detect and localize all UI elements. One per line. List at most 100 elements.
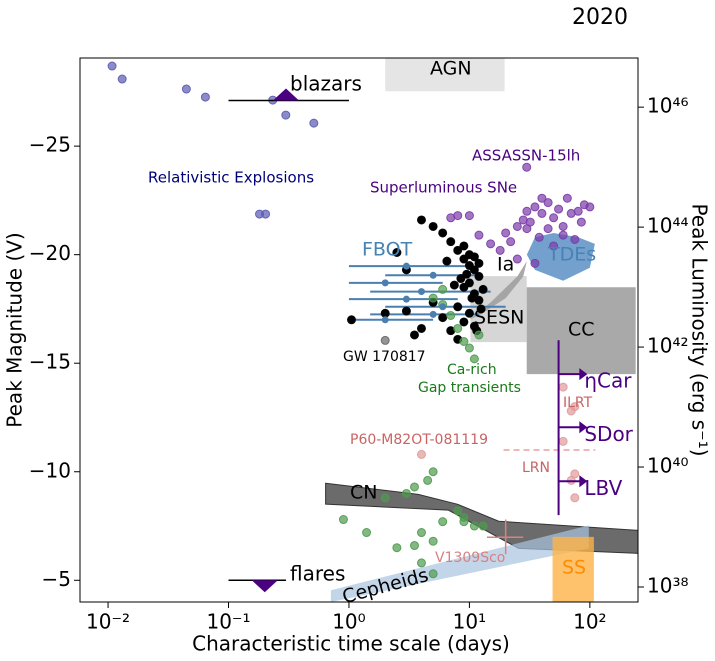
point [181, 84, 191, 94]
point [380, 308, 390, 318]
x-tick-label: 10⁻¹ [206, 610, 250, 634]
point [464, 308, 474, 318]
point [558, 230, 568, 240]
point [558, 382, 568, 392]
point [558, 436, 568, 446]
region-label: Ia [497, 254, 514, 276]
point [459, 282, 469, 292]
point [570, 234, 580, 244]
point [486, 239, 496, 249]
region-label: SESN [474, 307, 524, 329]
region-label: TDEs [547, 244, 596, 266]
y2-axis-label: Peak Luminosity (erg s⁻¹) [688, 203, 712, 456]
point [570, 402, 580, 412]
point [453, 211, 463, 221]
annotation: ILRT [563, 395, 593, 411]
point [416, 215, 426, 225]
limit-marker [272, 88, 299, 101]
point [469, 521, 479, 531]
point [438, 284, 448, 294]
point [200, 92, 210, 102]
point [281, 110, 291, 120]
annotation: LRN [522, 460, 550, 476]
point [401, 488, 411, 498]
limit-marker [251, 580, 278, 593]
limit-label: blazars [290, 72, 362, 96]
y2-tick-label: 10³⁸ [647, 573, 688, 597]
point [392, 543, 402, 553]
y-axis-label: Peak Magnitude (V) [3, 232, 27, 427]
point [428, 467, 438, 477]
lbv-label: LBV [584, 476, 622, 500]
fbot-point [402, 295, 410, 303]
annotation: Ca-rich [447, 362, 497, 378]
point [464, 211, 474, 221]
point [459, 241, 469, 251]
x-tick-label: 10¹ [453, 610, 486, 634]
point [530, 258, 540, 268]
fbot-label: FBOT [362, 239, 413, 261]
point [469, 354, 479, 364]
point [570, 493, 580, 503]
region-label: AGN [430, 58, 472, 80]
point [459, 512, 469, 522]
point [428, 569, 438, 579]
point [534, 232, 544, 242]
point [562, 193, 572, 203]
point [380, 335, 390, 345]
point [409, 541, 419, 551]
x-tick-label: 10⁻² [86, 610, 130, 634]
point [469, 265, 479, 275]
point [409, 330, 419, 340]
x-tick-label: 10² [573, 610, 606, 634]
point [549, 213, 559, 223]
point [117, 74, 127, 84]
x-axis-label: Characteristic time scale (days) [192, 632, 510, 656]
y-tick-label: −25 [29, 133, 71, 157]
point [543, 198, 553, 208]
lbv-label: ηCar [584, 369, 632, 393]
series-label: Relativistic Explosions [148, 169, 314, 187]
point [464, 343, 474, 353]
point [554, 204, 564, 214]
y2-tick-label: 10⁴⁶ [647, 94, 688, 118]
y2-tick-label: 10⁴² [647, 334, 688, 358]
point [261, 209, 271, 219]
point [453, 302, 463, 312]
point [456, 274, 466, 284]
point [446, 310, 456, 320]
y2-tick-label: 10⁴⁴ [647, 214, 688, 238]
point [506, 237, 516, 247]
point [530, 202, 540, 212]
lbv-arrowhead [579, 421, 588, 434]
point [107, 61, 117, 71]
point [428, 536, 438, 546]
point [428, 293, 438, 303]
lbv-label: SDor [584, 422, 633, 446]
point [416, 558, 426, 568]
point [478, 284, 488, 294]
lbv-arrowhead [579, 475, 588, 488]
point [438, 313, 448, 323]
fbot-point [402, 262, 410, 270]
annotation: Gap transients [418, 380, 521, 396]
point [501, 228, 511, 238]
point [585, 202, 595, 212]
y-tick-label: −15 [29, 350, 71, 374]
y-tick-label: −20 [29, 241, 71, 265]
series-label: Superluminous SNe [370, 179, 517, 197]
point [416, 528, 426, 538]
y-tick-label: −10 [29, 458, 71, 482]
point [537, 193, 547, 203]
point [476, 304, 486, 314]
point [409, 482, 419, 492]
y-tick-label: −5 [42, 567, 71, 591]
point [495, 245, 505, 255]
region-label: CC [568, 319, 595, 341]
point [347, 315, 357, 325]
point [423, 475, 433, 485]
point [522, 224, 532, 234]
point [438, 228, 448, 238]
point [467, 293, 477, 303]
